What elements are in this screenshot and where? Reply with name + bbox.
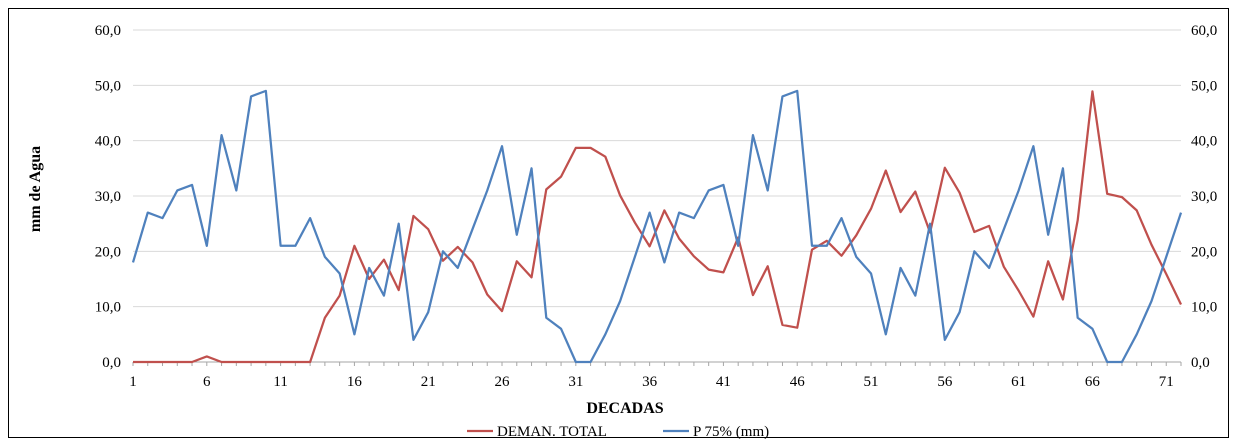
y2-tick-label: 30,0 [1191, 189, 1217, 205]
y-axis-title: mm de Agua [27, 146, 44, 232]
series-lines [131, 89, 1183, 364]
legend: DEMAN. TOTAL P 75% (mm) [467, 424, 769, 439]
x-tick-label: 6 [203, 374, 211, 390]
y2-tick-label: 0,0 [1191, 355, 1210, 371]
x-tick-label: 46 [790, 374, 806, 390]
y2-tick-label: 60,0 [1191, 23, 1217, 39]
x-tick-label: 51 [864, 374, 879, 390]
x-tick-label: 16 [347, 374, 363, 390]
y-tick-label: 10,0 [95, 300, 121, 316]
legend-label-1: DEMAN. TOTAL [497, 424, 607, 439]
legend-label-2: P 75% (mm) [693, 424, 769, 439]
series-line-2 [131, 89, 1183, 364]
gridlines [133, 29, 1181, 308]
x-axis-title: DECADAS [586, 400, 663, 417]
y2-axis-ticks: 0,0 10,0 20,0 30,0 40,0 50,0 60,0 [1191, 23, 1217, 371]
x-tick-label: 61 [1011, 374, 1026, 390]
x-tick-label: 71 [1159, 374, 1174, 390]
y2-tick-label: 40,0 [1191, 134, 1217, 150]
x-tick-label: 66 [1085, 374, 1101, 390]
x-tick-label: 36 [642, 374, 658, 390]
x-tick-label: 11 [273, 374, 287, 390]
y-tick-label: 0,0 [102, 355, 121, 371]
y2-tick-label: 10,0 [1191, 300, 1217, 316]
x-tick-label: 26 [495, 374, 511, 390]
y-tick-label: 60,0 [95, 23, 121, 39]
x-tick-label: 31 [568, 374, 583, 390]
x-tick-label: 41 [716, 374, 731, 390]
line-chart: 0,0 10,0 20,0 30,0 40,0 50,0 60,0 0,0 10,0 20,0 3… [27, 23, 1217, 439]
x-tick-label: 56 [937, 374, 953, 390]
y-tick-label: 50,0 [95, 78, 121, 94]
y-tick-label: 30,0 [95, 189, 121, 205]
x-axis-ticks: 1 6 11 16 21 26 31 36 41 46 51 56 61 66 71 [129, 362, 1182, 390]
series-line-1 [133, 90, 1183, 364]
y-tick-label: 40,0 [95, 134, 121, 150]
x-tick-label: 21 [421, 374, 436, 390]
x-tick-label: 1 [129, 374, 137, 390]
y-axis-ticks: 0,0 10,0 20,0 30,0 40,0 50,0 60,0 [95, 23, 121, 371]
y-tick-label: 20,0 [95, 244, 121, 260]
y2-tick-label: 20,0 [1191, 244, 1217, 260]
y2-tick-label: 50,0 [1191, 78, 1217, 94]
chart-frame: 0,0 10,0 20,0 30,0 40,0 50,0 60,0 0,0 10,0 20,0 3… [8, 8, 1229, 439]
